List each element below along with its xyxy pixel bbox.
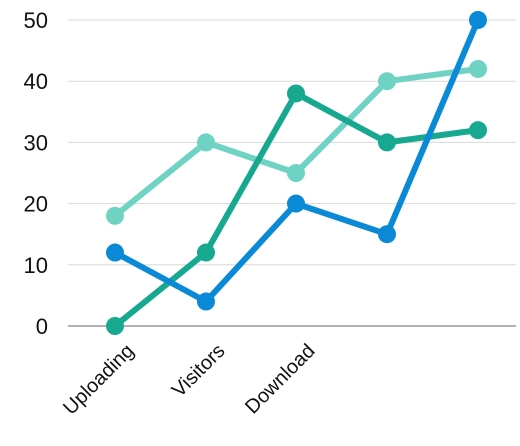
y-tick-label: 50: [24, 8, 48, 33]
y-tick-label: 30: [24, 130, 48, 155]
y-tick-label: 0: [36, 314, 48, 339]
series-2-point: [378, 133, 396, 152]
series-2-point: [106, 317, 124, 335]
y-tick-label: 40: [24, 69, 48, 94]
series-1-point: [197, 133, 215, 152]
series-3-point: [197, 292, 215, 311]
x-tick-label: Visitors: [168, 340, 230, 402]
series-2-point: [287, 84, 305, 103]
series-line-3: [112, 17, 481, 305]
series-3-point: [287, 194, 305, 213]
series-layer: [106, 11, 487, 335]
series-2-point: [469, 121, 487, 140]
x-tick-label: Download: [241, 340, 319, 418]
series-1-point: [469, 59, 487, 78]
series-3-point: [106, 243, 124, 262]
y-tick-label: 10: [24, 253, 48, 278]
series-1-point: [378, 72, 396, 91]
y-tick-label: 20: [24, 192, 48, 217]
series-2-point: [197, 243, 215, 262]
x-axis-ticks: Uploading Visitors Download: [59, 340, 319, 419]
series-1-point: [106, 206, 124, 225]
series-1-point: [287, 164, 305, 182]
y-axis-ticks: 0 10 20 30 40 50: [24, 8, 48, 339]
series-3-point: [469, 11, 487, 29]
x-tick-label: Uploading: [59, 340, 138, 419]
series-3-point: [378, 225, 396, 244]
